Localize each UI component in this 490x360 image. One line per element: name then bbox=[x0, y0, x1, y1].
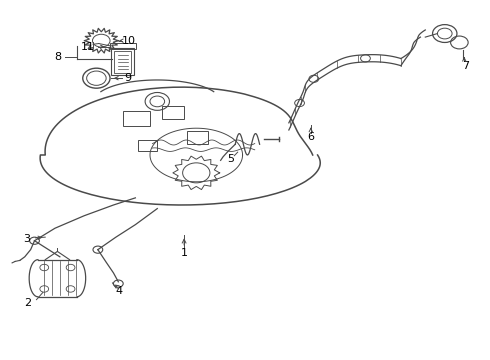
Bar bbox=[111, 48, 134, 75]
Text: 5: 5 bbox=[227, 154, 234, 163]
Text: 6: 6 bbox=[307, 132, 314, 142]
Text: 8: 8 bbox=[54, 53, 61, 63]
Text: 10: 10 bbox=[122, 36, 136, 46]
Text: 1: 1 bbox=[181, 248, 188, 258]
Bar bbox=[138, 140, 157, 152]
Text: 9: 9 bbox=[124, 73, 132, 83]
Text: 3: 3 bbox=[23, 234, 30, 244]
Bar bbox=[123, 111, 150, 126]
Text: 11: 11 bbox=[81, 42, 95, 52]
Text: 2: 2 bbox=[24, 298, 32, 308]
Bar bbox=[110, 43, 136, 49]
Bar bbox=[162, 106, 184, 119]
Bar bbox=[187, 131, 208, 144]
Bar bbox=[115, 51, 131, 73]
Text: 4: 4 bbox=[116, 287, 123, 296]
Text: 7: 7 bbox=[462, 61, 469, 71]
